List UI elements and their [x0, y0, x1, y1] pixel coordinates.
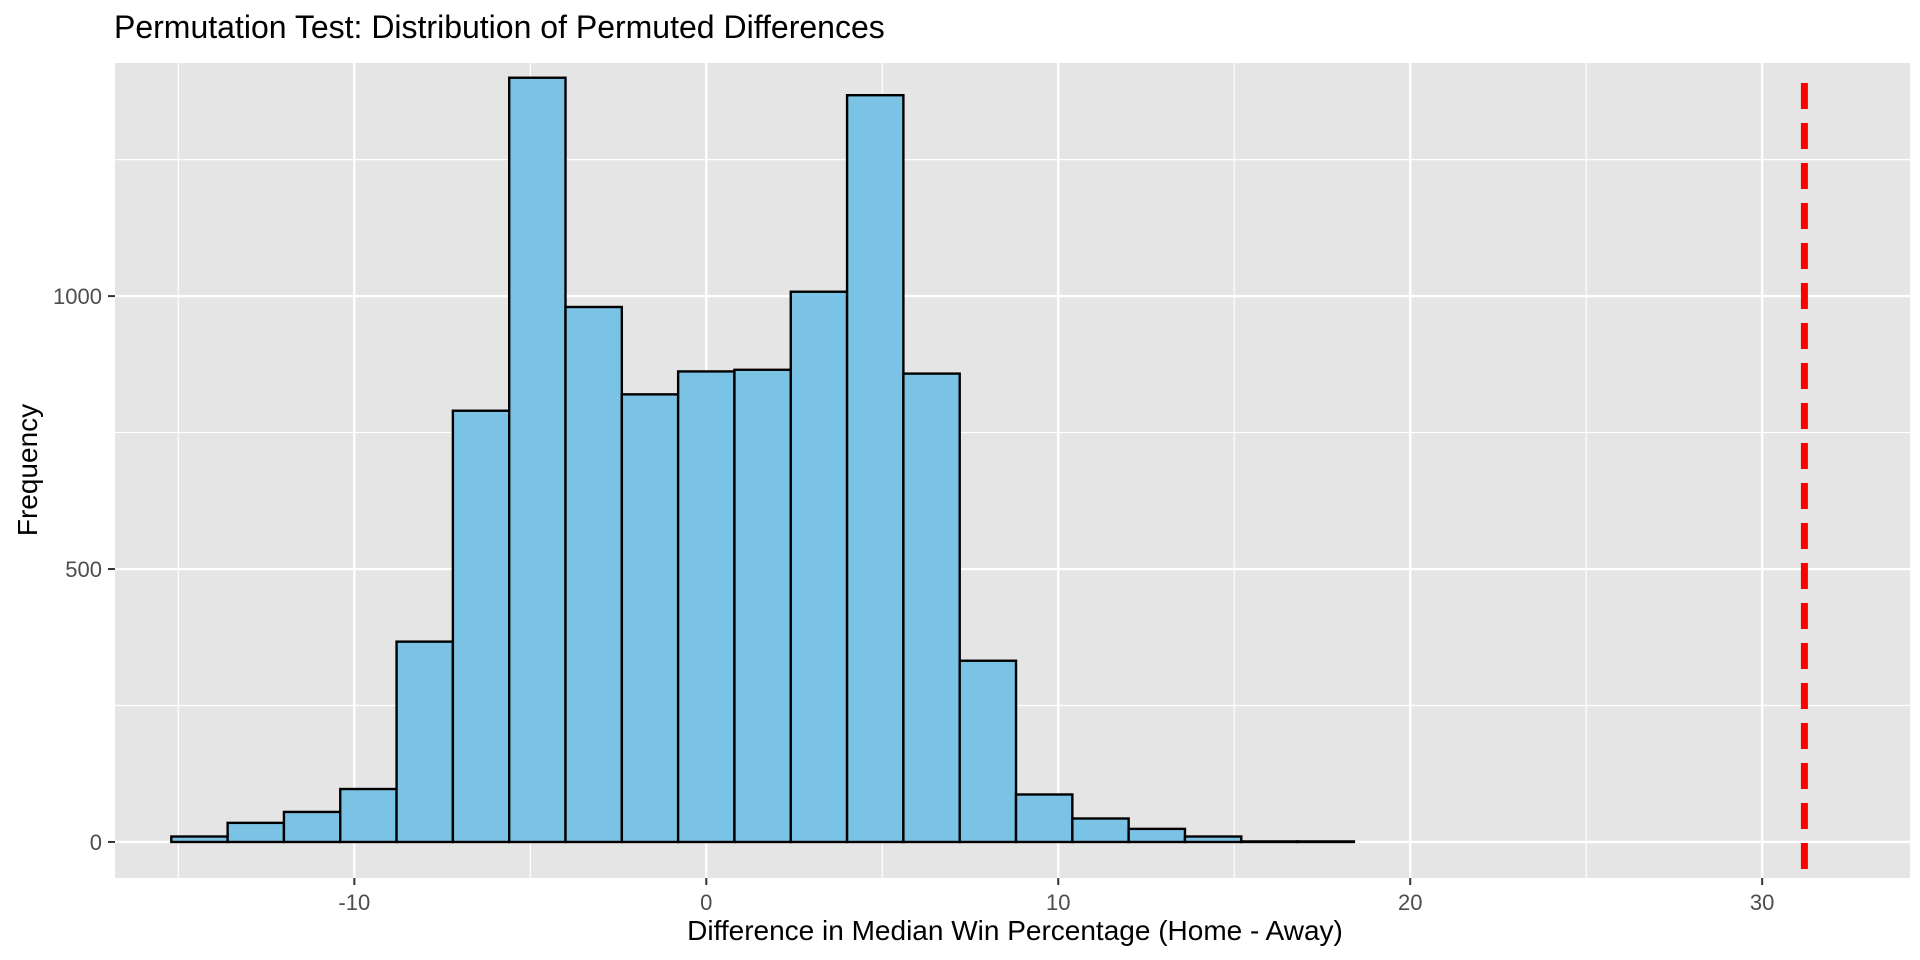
x-tick-label: -10 [338, 890, 370, 915]
histogram-bar [620, 393, 680, 844]
histogram-bar [226, 821, 286, 844]
histogram-bar [507, 76, 567, 844]
x-tick-label: 20 [1398, 890, 1422, 915]
histogram-bar [676, 370, 736, 844]
y-tick-label: 1000 [53, 284, 102, 309]
histogram-bar [1296, 840, 1356, 844]
histogram-bar [1071, 817, 1130, 844]
histogram-bar [958, 659, 1018, 844]
histogram-bar [170, 835, 229, 844]
histogram-bar [451, 409, 511, 844]
y-tick-label: 0 [90, 830, 102, 855]
histogram-bar [339, 787, 398, 844]
x-tick-label: 0 [700, 890, 712, 915]
x-tick-label: 30 [1750, 890, 1774, 915]
histogram-bar [1240, 840, 1299, 844]
histogram-bar [1127, 827, 1187, 844]
x-tick-label: 10 [1046, 890, 1070, 915]
x-axis-title: Difference in Median Win Percentage (Hom… [687, 915, 1343, 946]
chart-title: Permutation Test: Distribution of Permut… [114, 9, 885, 45]
y-tick-label: 500 [65, 557, 102, 582]
y-axis-title: Frequency [12, 404, 43, 536]
histogram-bar [1183, 835, 1243, 844]
histogram-bar [789, 290, 849, 844]
histogram-bar [395, 640, 455, 844]
histogram-bar [1014, 793, 1074, 844]
histogram-bar [733, 368, 792, 844]
y-axis-ticks: 0 500 1000 [53, 284, 115, 855]
histogram-bar [282, 810, 342, 844]
histogram-bar [564, 305, 624, 844]
x-axis-ticks: -10 0 10 20 30 [338, 878, 1774, 915]
histogram-bar [902, 372, 961, 844]
histogram-bars [170, 76, 1356, 844]
histogram-bar [845, 94, 905, 844]
